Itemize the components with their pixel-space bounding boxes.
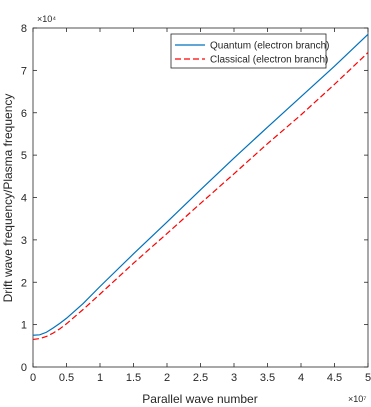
y-tick-label: 0 — [21, 362, 27, 374]
y-tick-label: 2 — [21, 277, 27, 289]
plot-area — [32, 27, 369, 368]
x-tick-label: 4 — [298, 372, 304, 384]
x-exponent-label: ×10⁷ — [348, 394, 367, 404]
axis-ticks: 0 0.5 1 1.5 2 2.5 3 3.5 4 4.5 5 0 1 2 3 4 5 6 7 8 — [21, 23, 371, 384]
x-tick-label: 4.5 — [327, 372, 342, 384]
legend: Quantum (electron branch) Classical (ele… — [170, 33, 330, 69]
legend-label-classical: Classical (electron branch) — [210, 55, 328, 66]
x-tick-label: 2.5 — [193, 372, 208, 384]
x-tick-label: 0.5 — [59, 372, 74, 384]
y-exponent-label: ×10⁴ — [37, 14, 56, 24]
x-tick-label: 3.5 — [260, 372, 275, 384]
x-tick-label: 1 — [97, 372, 103, 384]
y-tick-label: 3 — [21, 235, 27, 247]
y-tick-label: 7 — [21, 65, 27, 77]
x-axis-label: Parallel wave number — [142, 392, 257, 406]
y-tick-label: 6 — [21, 108, 27, 120]
y-tick-label: 5 — [21, 150, 27, 162]
y-tick-label: 1 — [21, 320, 27, 332]
x-tick-label: 1.5 — [126, 372, 141, 384]
legend-label-quantum: Quantum (electron branch) — [210, 41, 330, 52]
series-line-quantum — [32, 33, 369, 336]
legend-box — [170, 33, 327, 69]
y-tick-label: 8 — [21, 23, 27, 35]
y-tick-label: 4 — [21, 193, 27, 205]
series-line-classical — [32, 52, 369, 341]
x-tick-label: 3 — [231, 372, 237, 384]
x-tick-label: 2 — [164, 372, 170, 384]
x-tick-label: 0 — [30, 372, 36, 384]
x-tick-label: 5 — [365, 372, 371, 384]
y-axis-label: Drift wave frequency/Plasma frequency — [1, 94, 15, 303]
series-layer — [32, 33, 369, 341]
